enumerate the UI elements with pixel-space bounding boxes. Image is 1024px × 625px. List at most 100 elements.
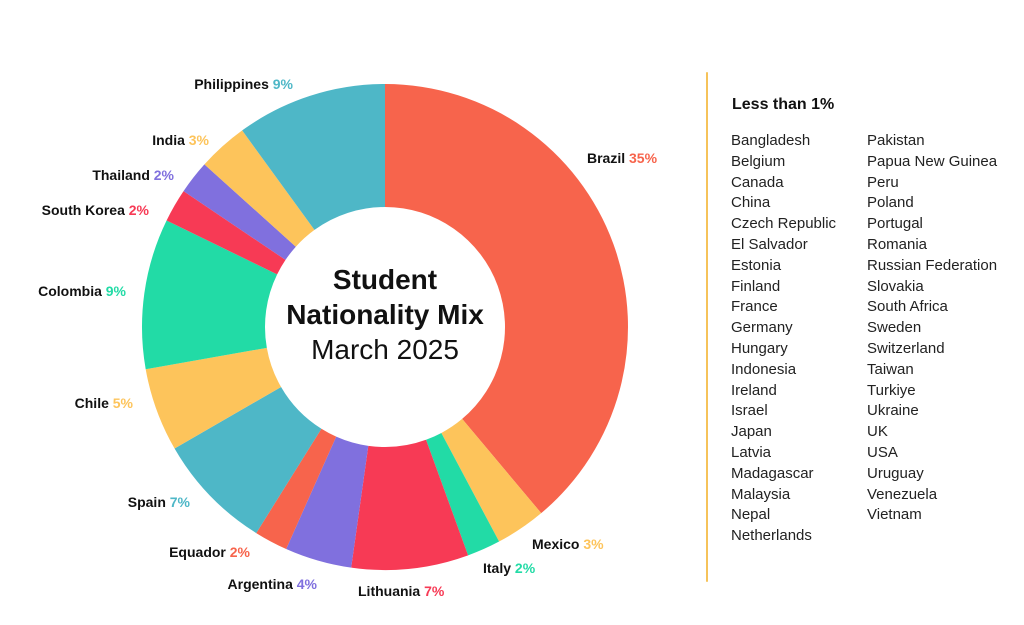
other-country-china: China (731, 194, 771, 212)
other-country-canada: Canada (731, 173, 784, 191)
other-country-estonia: Estonia (731, 256, 782, 274)
other-country-slovakia: Slovakia (867, 277, 924, 295)
label-value-india: 3% (189, 132, 210, 148)
label-value-brazil: 35% (629, 150, 658, 166)
legend-divider (706, 72, 708, 582)
label-name-philippines: Philippines (194, 76, 273, 92)
other-country-vietnam: Vietnam (867, 506, 922, 524)
slice-equador (256, 428, 337, 549)
other-countries-title: Less than 1% (732, 96, 835, 113)
chart-subtitle: March 2025 (311, 334, 459, 365)
donut-slices (141, 84, 628, 570)
slice-argentina (286, 436, 369, 568)
chart-title-line-2: Nationality Mix (286, 299, 484, 330)
label-value-philippines: 9% (273, 76, 294, 92)
other-country-japan: Japan (731, 423, 772, 441)
label-name-mexico: Mexico (532, 536, 583, 552)
other-country-portugal: Portugal (867, 215, 923, 233)
other-country-pakistan: Pakistan (867, 132, 925, 149)
other-country-hungary: Hungary (731, 339, 788, 357)
label-value-italy: 2% (515, 560, 536, 576)
label-philippines: Philippines 9% (194, 76, 293, 92)
other-country-switzerland: Switzerland (867, 339, 945, 357)
other-country-south-africa: South Africa (867, 298, 948, 316)
other-country-ukraine: Ukraine (867, 402, 919, 420)
label-thailand: Thailand 2% (92, 167, 174, 183)
label-value-colombia: 9% (106, 283, 127, 299)
slice-chile (145, 347, 282, 449)
label-value-thailand: 2% (154, 167, 175, 183)
other-country-turkiye: Turkiye (867, 381, 916, 399)
other-country-peru: Peru (867, 173, 899, 191)
other-country-taiwan: Taiwan (867, 360, 914, 378)
other-country-germany: Germany (731, 319, 793, 337)
label-mexico: Mexico 3% (532, 536, 604, 552)
label-value-south-korea: 2% (129, 202, 150, 218)
label-india: India 3% (152, 132, 209, 148)
label-italy: Italy 2% (483, 560, 536, 576)
slice-lithuania (351, 439, 469, 570)
other-country-israel: Israel (731, 402, 768, 420)
other-country-bangladesh: Bangladesh (731, 132, 811, 149)
label-value-argentina: 4% (297, 576, 318, 592)
other-country-el-salvador: El Salvador (731, 235, 808, 253)
other-country-sweden: Sweden (867, 319, 922, 337)
label-colombia: Colombia 9% (38, 283, 126, 299)
label-spain: Spain 7% (128, 494, 191, 510)
slice-brazil (385, 84, 628, 514)
label-lithuania: Lithuania 7% (358, 583, 445, 599)
label-brazil: Brazil 35% (587, 150, 658, 166)
donut-chart: Brazil 35% Mexico 3% Italy 2% Lithuania 7% A… (38, 76, 657, 599)
other-country-czech-republic: Czech Republic (731, 215, 837, 233)
other-country-venezuela: Venezuela (867, 485, 938, 503)
label-value-chile: 5% (113, 395, 134, 411)
label-value-lithuania: 7% (424, 583, 445, 599)
slice-thailand (183, 164, 296, 260)
slice-labels: Brazil 35% Mexico 3% Italy 2% Lithuania 7% A… (38, 76, 657, 599)
label-equador: Equador 2% (169, 544, 250, 560)
other-country-nepal: Nepal (731, 506, 771, 524)
label-name-south-korea: South Korea (42, 202, 129, 218)
other-country-usa: USA (867, 443, 898, 461)
label-value-mexico: 3% (583, 536, 604, 552)
label-value-equador: 2% (230, 544, 251, 560)
other-country-uk: UK (867, 423, 888, 441)
label-value-spain: 7% (170, 494, 191, 510)
other-country-madagascar: Madagascar (731, 464, 814, 482)
label-name-thailand: Thailand (92, 167, 153, 183)
slice-mexico (441, 418, 542, 542)
other-country-belgium: Belgium (731, 152, 786, 170)
label-name-india: India (152, 132, 189, 148)
label-chile: Chile 5% (75, 395, 134, 411)
label-name-equador: Equador (169, 544, 230, 560)
other-country-malaysia: Malaysia (731, 485, 791, 503)
other-country-poland: Poland (867, 194, 914, 212)
other-country-latvia: Latvia (731, 443, 772, 461)
label-name-lithuania: Lithuania (358, 583, 424, 599)
slice-colombia (141, 220, 278, 370)
label-south-korea: South Korea 2% (42, 202, 150, 218)
slice-india (204, 130, 315, 247)
label-name-italy: Italy (483, 560, 515, 576)
other-country-uruguay: Uruguay (867, 464, 924, 482)
other-country-ireland: Ireland (731, 381, 777, 399)
other-country-indonesia: Indonesia (731, 360, 797, 378)
label-name-argentina: Argentina (228, 576, 297, 592)
label-name-brazil: Brazil (587, 150, 629, 166)
slice-south-korea (166, 191, 286, 275)
label-name-colombia: Colombia (38, 283, 106, 299)
other-country-finland: Finland (731, 277, 781, 295)
other-country-netherlands: Netherlands (731, 527, 812, 545)
other-country-russian-federation: Russian Federation (867, 256, 998, 274)
other-country-papua-new-guinea: Papua New Guinea (867, 152, 998, 170)
label-argentina: Argentina 4% (228, 576, 318, 592)
other-countries-column-1: Bangladesh Belgium Canada China Czech Republ… (731, 131, 836, 547)
chart-title-line-1: Student (333, 264, 437, 295)
label-name-chile: Chile (75, 395, 113, 411)
slice-philippines (242, 84, 385, 230)
label-name-spain: Spain (128, 494, 170, 510)
other-country-france: France (731, 298, 778, 316)
slice-italy (426, 432, 500, 556)
slice-spain (174, 387, 322, 534)
other-countries-column-2: Pakistan Papua New Guinea Peru Poland Portug… (867, 131, 997, 526)
